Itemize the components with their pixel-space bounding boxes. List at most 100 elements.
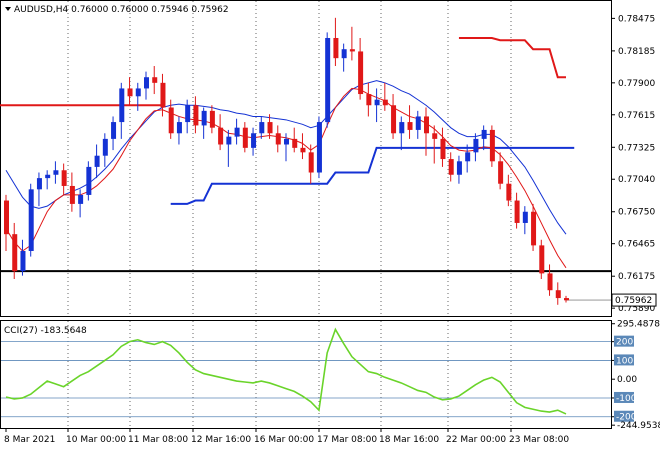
x-tick-label: 12 Mar 16:00 bbox=[191, 435, 251, 445]
candle-body bbox=[242, 127, 248, 148]
candle-body bbox=[432, 133, 438, 139]
last-price-box bbox=[611, 293, 657, 307]
candle-body bbox=[489, 129, 495, 162]
candle-body bbox=[366, 94, 372, 106]
cci-y-tick-label: 100 bbox=[616, 356, 633, 366]
axis-layer: 0.78475 0.78185 0.77900 0.77615 0.77325 0.770… bbox=[4, 14, 660, 445]
candle-body bbox=[465, 152, 471, 162]
candle-body bbox=[473, 138, 479, 153]
candle-body bbox=[61, 170, 67, 186]
candle-body bbox=[251, 133, 257, 148]
cci-y-tick-label: 0.00 bbox=[617, 375, 637, 385]
cci-y-tick-label: 200 bbox=[616, 338, 633, 348]
candle-body bbox=[209, 110, 215, 128]
candle-body bbox=[201, 110, 207, 126]
candle-body bbox=[111, 122, 117, 139]
candle-body bbox=[564, 298, 569, 301]
x-tick-label: 23 Mar 08:00 bbox=[509, 435, 569, 445]
candle-body bbox=[349, 49, 355, 52]
blue-moving-average bbox=[5, 80, 567, 235]
candle-body bbox=[506, 183, 512, 201]
candle-body bbox=[45, 174, 51, 179]
cci-level-badge bbox=[614, 354, 634, 366]
candle-body bbox=[267, 122, 273, 134]
candle-body bbox=[226, 136, 232, 145]
price-y-tick-label: 0.78185 bbox=[618, 47, 655, 57]
candle-body bbox=[292, 138, 298, 148]
price-y-tick-label: 0.78475 bbox=[618, 14, 655, 24]
price-y-tick-label: 0.75890 bbox=[618, 304, 655, 314]
candle-body bbox=[53, 170, 59, 175]
candle-body bbox=[4, 200, 9, 235]
x-tick-label: 22 Mar 00:00 bbox=[446, 435, 506, 445]
candle-body bbox=[160, 82, 166, 108]
candle-body bbox=[498, 161, 504, 184]
cci-y-tick-label: -244.9538 bbox=[617, 421, 660, 431]
candle-body bbox=[102, 138, 108, 156]
candle-body bbox=[308, 152, 314, 173]
candle-body bbox=[218, 127, 224, 145]
cci-y-tick-label: 295.4878 bbox=[617, 320, 660, 330]
candle-body bbox=[36, 178, 42, 190]
candle-body bbox=[514, 200, 520, 223]
red-step-line bbox=[458, 36, 566, 79]
candle-body bbox=[135, 88, 141, 97]
candle-body bbox=[407, 122, 413, 130]
candle-body bbox=[341, 49, 347, 59]
candle-body bbox=[185, 105, 191, 123]
candle-body bbox=[234, 127, 240, 137]
candle-body bbox=[94, 155, 100, 167]
candle-body bbox=[144, 77, 149, 89]
candle-body bbox=[448, 159, 454, 175]
candle-body bbox=[358, 51, 364, 95]
overlay-layer bbox=[0, 36, 611, 301]
candle-body bbox=[119, 88, 125, 123]
candle-body bbox=[275, 133, 281, 145]
chevron-down-icon[interactable] bbox=[5, 7, 11, 11]
candle-body bbox=[424, 116, 429, 134]
candle-body bbox=[481, 129, 487, 139]
x-tick-label: 8 Mar 2021 bbox=[4, 435, 55, 445]
candle-body bbox=[399, 122, 405, 134]
price-y-tick-label: 0.77900 bbox=[618, 79, 655, 89]
candle-body bbox=[152, 77, 158, 83]
candle-body bbox=[325, 37, 331, 123]
candle-body bbox=[259, 122, 265, 134]
cci-title: CCI(27) -183.5648 bbox=[4, 326, 87, 336]
candle-body bbox=[555, 290, 561, 299]
candle-body bbox=[415, 116, 421, 130]
candle-body bbox=[531, 211, 537, 246]
candle-body bbox=[20, 250, 26, 272]
cci-y-tick-label: -100 bbox=[616, 394, 637, 404]
cci-layer bbox=[1, 327, 611, 418]
blue-step-line bbox=[170, 146, 575, 205]
candle-body bbox=[28, 189, 34, 251]
grid-layer bbox=[67, 1, 512, 428]
candle-body bbox=[284, 138, 289, 145]
x-tick-label: 11 Mar 08:00 bbox=[128, 435, 188, 445]
candle-body bbox=[69, 185, 75, 204]
candle-body bbox=[86, 166, 92, 195]
candle-body bbox=[168, 107, 174, 134]
cci-pane-frame bbox=[0, 320, 612, 429]
candle-layer bbox=[4, 17, 569, 305]
price-y-tick-label: 0.76175 bbox=[618, 272, 655, 282]
candle-body bbox=[539, 245, 545, 274]
x-tick-label: 17 Mar 08:00 bbox=[317, 435, 377, 445]
cci-level-badge bbox=[614, 335, 634, 347]
candle-body bbox=[176, 122, 182, 134]
candle-body bbox=[547, 273, 553, 291]
price-y-tick-label: 0.77040 bbox=[618, 175, 655, 185]
x-tick-label: 10 Mar 00:00 bbox=[66, 435, 126, 445]
cci-y-tick-label: -200 bbox=[616, 413, 637, 423]
price-y-tick-label: 0.76465 bbox=[618, 240, 655, 250]
cci-level-badge bbox=[614, 410, 634, 422]
candle-body bbox=[374, 99, 380, 106]
candle-body bbox=[316, 122, 322, 173]
candle-body bbox=[300, 147, 306, 153]
price-y-tick-label: 0.76750 bbox=[618, 208, 655, 218]
candle-body bbox=[382, 99, 388, 106]
candle-body bbox=[193, 105, 199, 126]
price-y-tick-label: 0.77615 bbox=[618, 111, 655, 121]
